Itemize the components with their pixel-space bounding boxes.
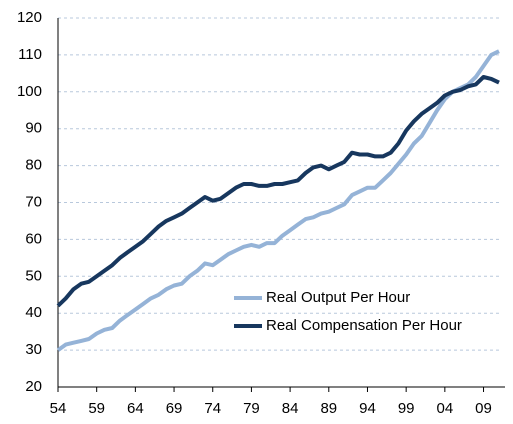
- line: [56, 75, 500, 308]
- x-tick-label: 74: [204, 400, 221, 417]
- y-tick-label: 80: [25, 157, 42, 174]
- x-tick-label: 79: [243, 400, 260, 417]
- y-tick-label: 40: [25, 304, 42, 321]
- x-tick-label: 04: [436, 400, 453, 417]
- x-tick-label: 69: [166, 400, 183, 417]
- legend-label: Real Output Per Hour: [266, 289, 410, 306]
- y-tick-label: 70: [25, 193, 42, 210]
- y-tick-label: 30: [25, 341, 42, 358]
- x-tick-label: 84: [282, 400, 299, 417]
- x-tick-label: 94: [359, 400, 376, 417]
- line: [56, 49, 500, 352]
- x-tick-label: 89: [320, 400, 337, 417]
- x-tick-label: 09: [475, 400, 492, 417]
- y-tick-label: 20: [25, 378, 42, 395]
- y-tick-label: 100: [17, 83, 42, 100]
- legend-label: Real Compensation Per Hour: [266, 317, 462, 334]
- y-tick-label: 120: [17, 9, 42, 26]
- y-tick-label: 90: [25, 120, 42, 137]
- x-tick-label: 54: [50, 400, 67, 417]
- x-tick-label: 64: [127, 400, 144, 417]
- x-tick-label: 59: [88, 400, 105, 417]
- y-tick-label: 110: [18, 46, 42, 63]
- y-tick-label: 60: [25, 230, 42, 247]
- y-tick-label: 50: [25, 267, 42, 284]
- x-tick-label: 99: [398, 400, 415, 417]
